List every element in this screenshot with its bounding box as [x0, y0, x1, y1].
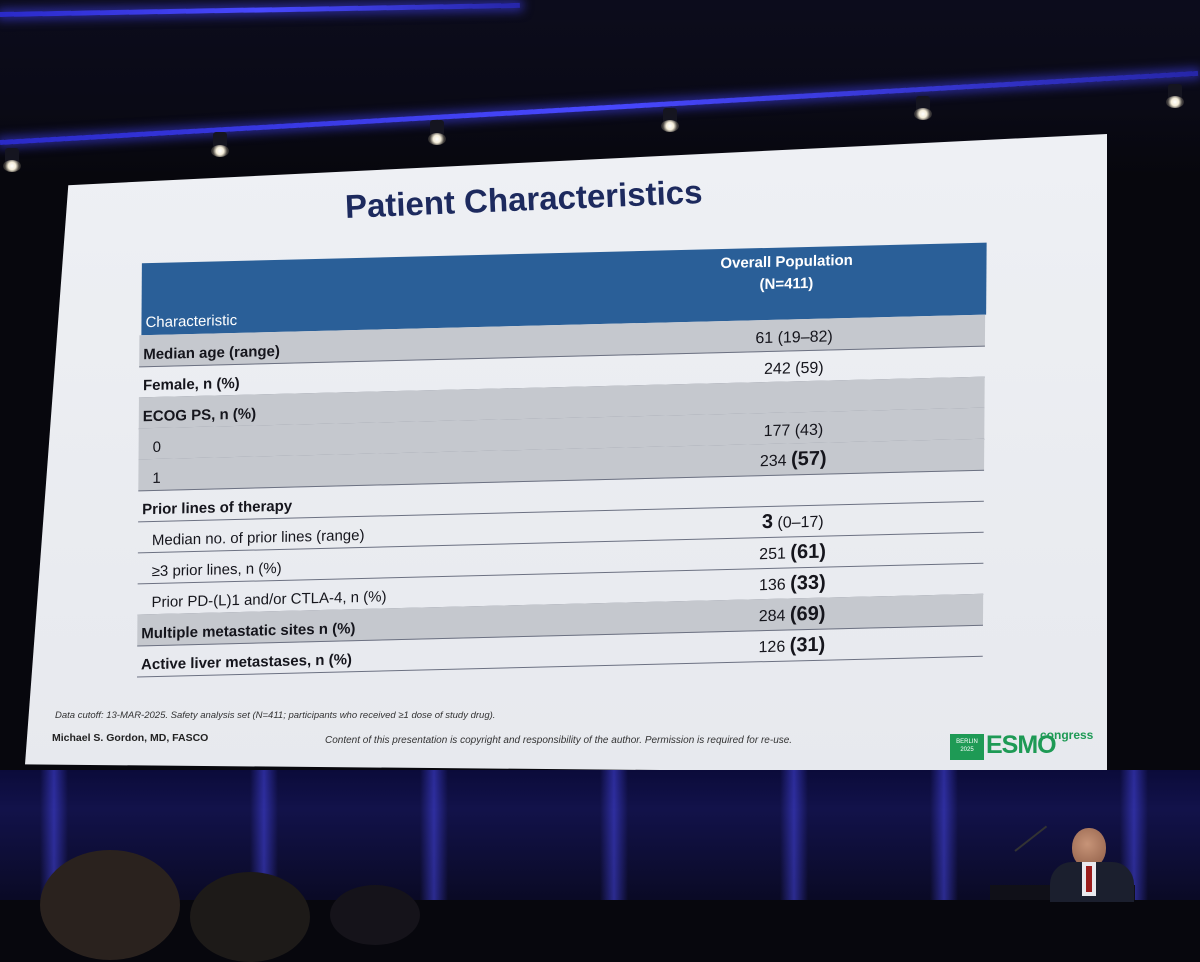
- spotlight: [211, 145, 229, 157]
- audience-head: [190, 872, 310, 962]
- row-value: 242 (59): [699, 358, 889, 381]
- value-count: 284: [759, 607, 790, 625]
- value-emphasis: (33): [790, 572, 826, 595]
- header-characteristic: Characteristic: [145, 312, 237, 331]
- logo-badge: BERLIN 2025: [950, 734, 984, 760]
- value-emphasis: (31): [790, 634, 826, 657]
- spotlight: [3, 160, 21, 172]
- row-value: 251 (61): [698, 539, 888, 567]
- copyright-notice: Content of this presentation is copyrigh…: [325, 735, 792, 746]
- row-value: 3 (0–17): [698, 508, 888, 536]
- spotlight: [1166, 96, 1184, 108]
- logo-badge-year: 2025: [950, 746, 984, 754]
- row-value: 177 (43): [698, 420, 888, 443]
- speaker-person: [1050, 828, 1134, 900]
- row-value: 136 (33): [697, 570, 887, 598]
- audience-head: [330, 885, 420, 945]
- row-label: ≥3 prior lines, n (%): [152, 560, 282, 580]
- header-population-n: (N=411): [661, 270, 911, 298]
- value-count: 234: [760, 452, 791, 470]
- spotlight: [428, 133, 446, 145]
- row-label: Median no. of prior lines (range): [152, 527, 365, 549]
- logo-suffix: congress: [1040, 728, 1093, 742]
- presenter-name: Michael S. Gordon, MD, FASCO: [52, 732, 208, 744]
- esmo-congress-logo: BERLIN 2025 ESMO congress: [950, 728, 1095, 762]
- row-value: 61 (19–82): [699, 327, 889, 350]
- row-label: Multiple metastatic sites n (%): [141, 620, 355, 642]
- value-emphasis: (57): [791, 448, 827, 471]
- value-emphasis: (61): [790, 541, 826, 564]
- row-value: 126 (31): [697, 632, 887, 660]
- row-label: Median age (range): [143, 343, 280, 363]
- header-overall-population: Overall Population (N=411): [661, 248, 911, 298]
- row-label: ECOG PS, n (%): [143, 405, 256, 425]
- row-label: 1: [152, 470, 160, 487]
- row-value: 284 (69): [697, 601, 887, 629]
- value-range: (0–17): [773, 514, 824, 532]
- spotlight: [661, 120, 679, 132]
- value-count: 126: [758, 639, 789, 657]
- row-label: Active liver metastases, n (%): [141, 651, 352, 673]
- row-value: 234 (57): [698, 446, 888, 474]
- data-cutoff-footnote: Data cutoff: 13-MAR-2025. Safety analysi…: [55, 710, 495, 721]
- value-emphasis: 3: [762, 511, 773, 533]
- row-label: Prior lines of therapy: [142, 498, 292, 519]
- patient-characteristics-table: Characteristic Overall Population (N=411…: [107, 228, 990, 690]
- row-label: Prior PD-(L)1 and/or CTLA-4, n (%): [151, 588, 386, 611]
- spotlight: [914, 108, 932, 120]
- row-label: Female, n (%): [143, 375, 240, 394]
- value-emphasis: (69): [790, 603, 826, 626]
- logo-badge-city: BERLIN: [950, 738, 984, 746]
- value-count: 251: [759, 545, 790, 563]
- value-count: 136: [759, 576, 790, 594]
- audience-head: [40, 850, 180, 960]
- row-label: 0: [153, 439, 161, 456]
